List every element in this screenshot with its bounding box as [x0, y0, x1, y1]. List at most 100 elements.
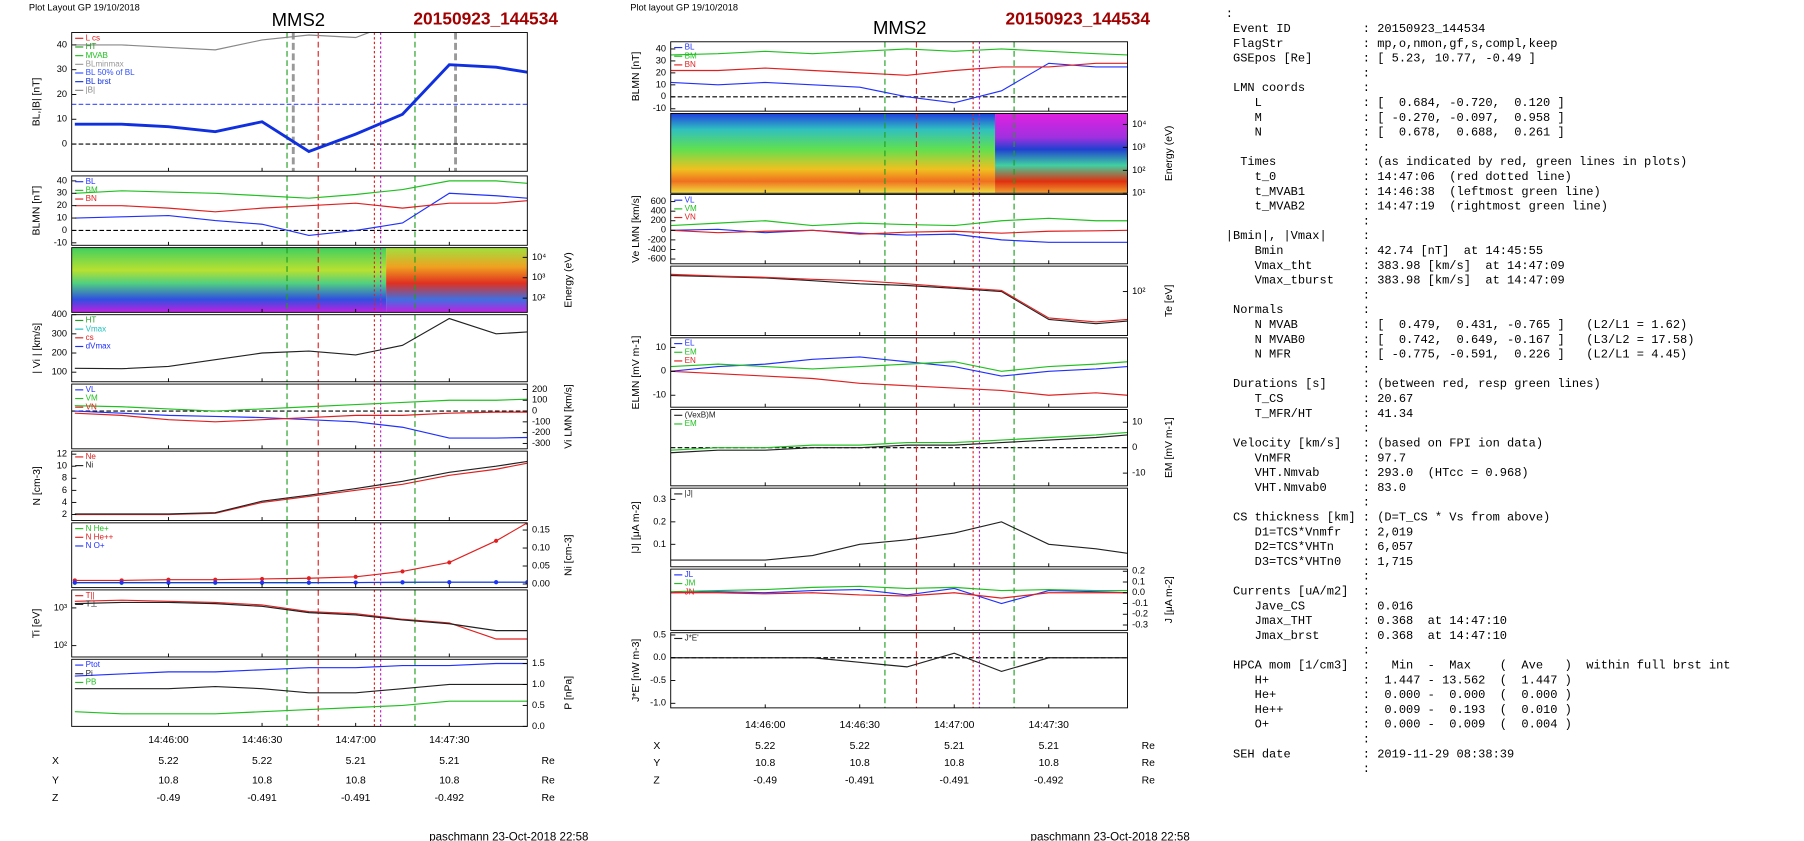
legend-label: Pi: [86, 669, 93, 678]
legend-label: BL: [86, 177, 96, 186]
panel-frame: [71, 658, 528, 727]
y-tick-label: -200: [648, 234, 667, 244]
position-value: 5.22: [850, 741, 870, 752]
position-value: 5.22: [252, 756, 272, 767]
report-line: N MVAB : [ 0.479, 0.431, -0.765 ] (L2/L1…: [1226, 318, 1687, 332]
y-tick-label: 0: [62, 138, 67, 148]
position-value: 5.21: [346, 756, 366, 767]
y-axis-label: Ve LMN [km/s]: [631, 195, 642, 263]
position-value: 10.8: [850, 758, 870, 769]
plot-date: 20150923_144534: [413, 8, 558, 28]
y-tick-label: 0: [661, 225, 666, 235]
report-line: D3=TCS*VHTn0 : 1,715: [1226, 555, 1413, 569]
position-name: X: [52, 756, 59, 767]
data-line: [670, 356, 1128, 377]
report-line: :: [1226, 66, 1370, 80]
legend-label: EL: [685, 339, 695, 348]
plot-footer: paschmann 23-Oct-2018 22:58: [1031, 831, 1190, 841]
y-tick-label: -0.5: [650, 675, 666, 685]
data-point: [119, 580, 124, 585]
panel: 10 0 -10 EM [mV m-1] (VexB)MEM: [670, 409, 1175, 487]
position-name: Z: [653, 775, 660, 786]
y-tick-label: 0.1: [1132, 576, 1145, 586]
position-value: 10.8: [1039, 758, 1059, 769]
y-tick-label: 100: [532, 395, 547, 405]
data-line: [670, 62, 1128, 76]
data-point: [259, 576, 265, 582]
panel: 10¹ 10² 10³ 10⁴ Energy (eV): [670, 113, 1175, 198]
panel: 10² 10³ 10⁴ Energy (eV): [71, 247, 575, 313]
report-line: :: [1226, 288, 1370, 302]
data-line: [670, 217, 1128, 227]
y-tick-label: 40: [57, 39, 67, 49]
position-unit: Re: [1142, 775, 1156, 786]
legend-label: Ne: [86, 452, 97, 461]
panel: 10² Te [eV]: [670, 265, 1175, 336]
y-axis-label: |J| [μA m-2]: [631, 501, 642, 553]
position-value: 5.22: [755, 741, 775, 752]
data-point: [72, 580, 77, 585]
data-line: [74, 180, 528, 199]
plot-title: MMS2: [873, 17, 926, 38]
position-value: -0.491: [247, 793, 277, 804]
report-line: SEH date : 2019-11-29 08:38:39: [1226, 747, 1514, 761]
report-line: GSEpos [Re] : [ 5.23, 10.77, -0.49 ]: [1226, 52, 1536, 66]
legend-label: N He+: [86, 524, 109, 533]
y-tick-label: 10²: [1132, 165, 1145, 175]
y-axis-label: Vi LMN [km/s]: [564, 384, 575, 449]
plot-footer: paschmann 23-Oct-2018 22:58: [429, 831, 588, 841]
position-value: -0.49: [157, 793, 181, 804]
position-value: -0.491: [845, 775, 875, 786]
spectrogram: [670, 113, 996, 194]
position-unit: Re: [541, 756, 555, 767]
legend-label: BLminmax: [86, 59, 124, 68]
panel: 0.1 0.2 0.3 |J| [μA m-2] |J|: [631, 487, 1128, 568]
report-line: Durations [s] : (between red, resp green…: [1226, 377, 1601, 391]
data-point: [525, 522, 528, 525]
y-tick-label: 6: [62, 485, 67, 495]
data-point: [166, 580, 171, 585]
legend-label: |B|: [86, 85, 96, 94]
y-tick-label: 10²: [532, 293, 545, 303]
legend-label: N O+: [86, 541, 105, 550]
position-value: 10.8: [158, 775, 178, 786]
y-axis-label: Te [eV]: [1164, 285, 1175, 317]
y-tick-label: 10⁴: [1132, 119, 1146, 129]
legend-label: |J|: [685, 489, 693, 498]
report-line: H+ : 1.447 - 13.562 ( 1.447 ): [1226, 673, 1572, 687]
panel-plot: [72, 522, 528, 588]
data-point: [353, 574, 358, 579]
y-tick-label: -0.2: [1132, 609, 1148, 619]
y-tick-label: 0.15: [532, 524, 550, 534]
panel: 0.00 0.05 0.10 0.15 Ni [cm-3] N He+N He++N O+: [71, 522, 575, 588]
y-axis-label: N [cm-3]: [32, 466, 43, 505]
legend-label: EM: [685, 347, 697, 356]
y-tick-label: 30: [57, 188, 67, 198]
legend-label: dVmax: [86, 342, 111, 351]
panel: 10² 10³ Ti [eV] T||T⊥: [32, 589, 528, 658]
x-tick-label: 14:47:00: [934, 720, 975, 731]
plot-date: 20150923_144534: [1005, 8, 1150, 28]
y-tick-label: 12: [57, 449, 67, 459]
data-line: [74, 410, 528, 439]
data-line: [670, 652, 1128, 673]
y-tick-label: 10: [57, 461, 67, 471]
panel-frame: [71, 383, 528, 450]
report-line: HPCA mom [1/cm3] : Min - Max ( Ave ) wit…: [1226, 658, 1731, 672]
panel-frame: [71, 314, 528, 383]
y-tick-label: 300: [52, 328, 67, 338]
x-tick-label: 14:46:00: [745, 720, 786, 731]
panel-plot: [670, 632, 1128, 708]
legend-label: N He++: [86, 532, 114, 541]
y-tick-label: 0.5: [532, 700, 545, 710]
report-line: Bmin : 42.74 [nT] at 14:45:55: [1226, 244, 1543, 258]
y-tick-label: 4: [62, 497, 67, 507]
position-unit: Re: [1142, 758, 1156, 769]
legend-label: Ni: [86, 461, 94, 470]
report-line: FlagStr : mp,o,nmon,gf,s,compl,keep: [1226, 37, 1558, 51]
data-point: [259, 580, 265, 585]
y-axis-label: EM [mV m-1]: [1164, 417, 1175, 478]
